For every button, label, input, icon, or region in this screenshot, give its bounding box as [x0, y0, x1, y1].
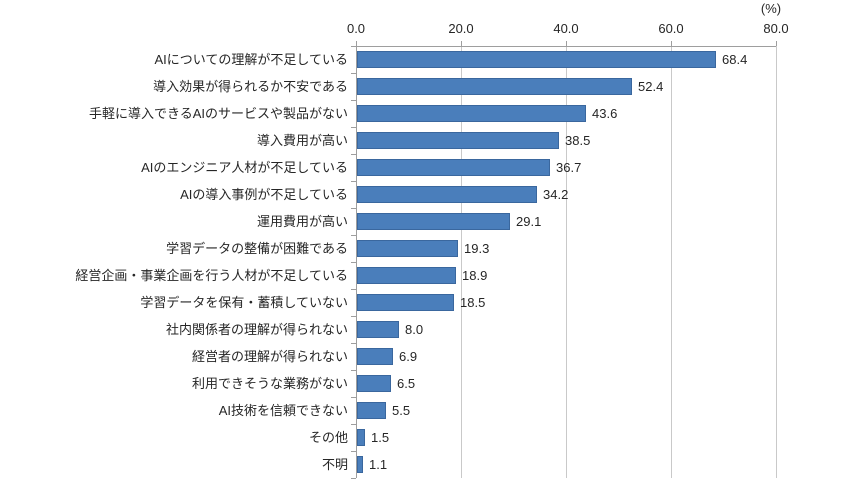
category-label: 不明 — [321, 457, 348, 472]
y-axis-tick — [351, 343, 356, 344]
y-axis-tick — [351, 316, 356, 317]
bar — [357, 294, 454, 311]
category-label: 手軽に導入できるAIのサービスや製品がない — [88, 106, 348, 121]
y-axis-tick — [351, 100, 356, 101]
value-label: 29.1 — [516, 214, 542, 229]
category-label: 導入効果が得られるか不安である — [153, 79, 348, 94]
y-axis-tick — [351, 73, 356, 74]
y-axis-tick — [351, 289, 356, 290]
value-label: 68.4 — [722, 52, 748, 67]
y-axis-tick — [351, 181, 356, 182]
x-axis-tick — [461, 41, 462, 46]
gridline — [566, 46, 567, 478]
bar — [357, 429, 365, 446]
bar — [357, 186, 537, 203]
gridline — [776, 46, 777, 478]
category-label: 経営者の理解が得られない — [191, 349, 348, 364]
y-axis-tick — [351, 127, 356, 128]
y-axis-tick — [351, 478, 356, 479]
y-axis-tick — [351, 154, 356, 155]
x-axis-tick-label: 20.0 — [448, 21, 474, 36]
bar — [357, 375, 391, 392]
category-label: 社内関係者の理解が得られない — [165, 322, 348, 337]
x-axis-tick — [776, 41, 777, 46]
x-axis-tick-label: 40.0 — [553, 21, 579, 36]
bar — [357, 51, 716, 68]
x-axis-tick-label: 80.0 — [763, 21, 789, 36]
value-label: 34.2 — [543, 187, 569, 202]
y-axis-tick — [351, 397, 356, 398]
gridline — [671, 46, 672, 478]
value-label: 6.9 — [399, 349, 418, 364]
category-label: 利用できそうな業務がない — [191, 376, 348, 391]
y-axis-tick — [351, 424, 356, 425]
bar — [357, 105, 586, 122]
category-label: 導入費用が高い — [256, 133, 348, 148]
value-label: 43.6 — [592, 106, 618, 121]
value-label: 8.0 — [405, 322, 424, 337]
value-label: 52.4 — [638, 79, 664, 94]
value-label: 18.5 — [460, 295, 486, 310]
bar — [357, 267, 456, 284]
x-axis-tick — [356, 41, 357, 46]
category-label: 運用費用が高い — [256, 214, 348, 229]
bar — [357, 159, 550, 176]
bar — [357, 213, 510, 230]
value-label: 1.5 — [371, 430, 390, 445]
value-label: 5.5 — [392, 403, 411, 418]
category-label: 学習データを保有・蓄積していない — [140, 295, 348, 310]
x-axis-line — [356, 46, 776, 47]
bar — [357, 456, 363, 473]
bar — [357, 402, 386, 419]
x-axis-tick-label: 60.0 — [658, 21, 684, 36]
value-label: 1.1 — [369, 457, 388, 472]
value-label: 6.5 — [397, 376, 416, 391]
value-label: 38.5 — [565, 133, 591, 148]
value-label: 36.7 — [556, 160, 582, 175]
axis-unit-label: (%) — [760, 1, 782, 16]
bar — [357, 321, 399, 338]
y-axis-tick — [351, 262, 356, 263]
x-axis-tick-label: 0.0 — [346, 21, 366, 36]
y-axis-tick — [351, 46, 356, 47]
y-axis-tick — [351, 235, 356, 236]
y-axis-line — [356, 46, 357, 478]
category-label: その他 — [308, 430, 348, 445]
value-label: 18.9 — [462, 268, 488, 283]
y-axis-tick — [351, 208, 356, 209]
category-label: 学習データの整備が困難である — [166, 241, 348, 256]
bar — [357, 78, 632, 95]
value-label: 19.3 — [464, 241, 490, 256]
category-label: AIについての理解が不足している — [154, 52, 348, 67]
category-label: 経営企画・事業企画を行う人材が不足している — [75, 268, 348, 283]
x-axis-tick — [566, 41, 567, 46]
bar — [357, 132, 559, 149]
y-axis-tick — [351, 370, 356, 371]
category-label: AIのエンジニア人材が不足している — [141, 160, 348, 175]
category-label: AI技術を信頼できない — [218, 403, 348, 418]
bar — [357, 240, 458, 257]
bar — [357, 348, 393, 365]
x-axis-tick — [671, 41, 672, 46]
gridline — [461, 46, 462, 478]
category-label: AIの導入事例が不足している — [180, 187, 348, 202]
y-axis-tick — [351, 451, 356, 452]
